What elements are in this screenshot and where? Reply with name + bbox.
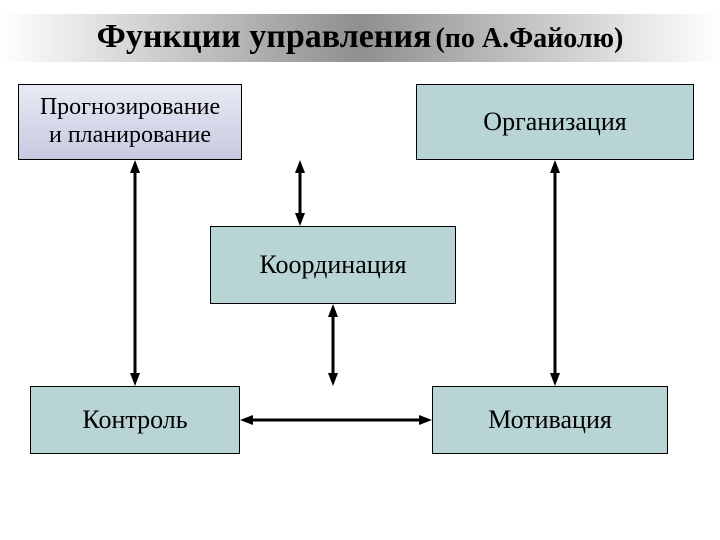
node-line1: Прогнозирование [40, 94, 220, 122]
title-main: Функции управления [97, 18, 432, 55]
node-coordination: Координация [210, 226, 456, 304]
node-line2: и планирование [40, 122, 220, 150]
title-sub: (по А.Файолю) [435, 23, 623, 54]
node-organization: Организация [416, 84, 694, 160]
node-motivation: Мотивация [432, 386, 668, 454]
page-title: Функции управления (по А.Файолю) [0, 18, 720, 56]
node-label: Мотивация [488, 405, 612, 435]
node-label: Контроль [82, 405, 187, 435]
node-control: Контроль [30, 386, 240, 454]
node-forecasting-planning: Прогнозирование и планирование [18, 84, 242, 160]
node-label: Организация [483, 107, 626, 137]
node-label: Координация [259, 250, 406, 280]
